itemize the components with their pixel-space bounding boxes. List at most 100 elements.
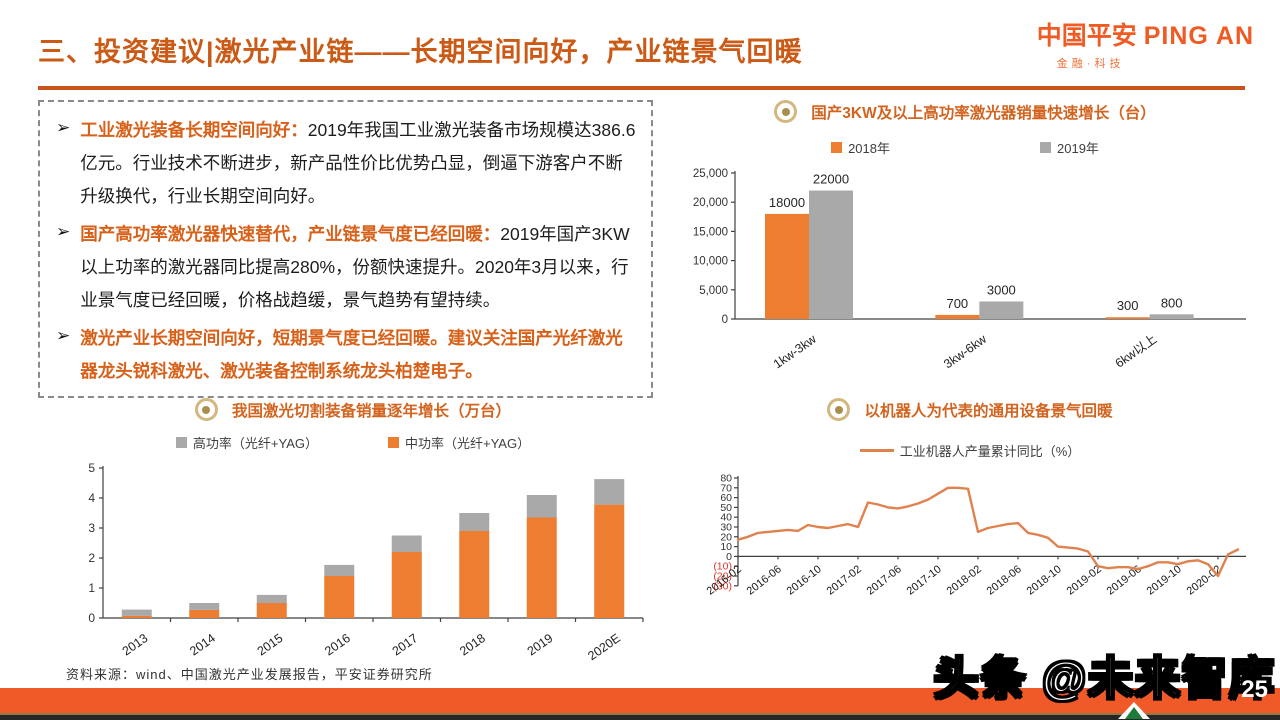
svg-text:2: 2	[88, 551, 95, 565]
bullet-3-lead: 激光产业长期空间向好，短期景气度已经回暖。建议关注国产光纤激光器龙头锐科激光、激…	[80, 328, 623, 381]
svg-text:2016: 2016	[322, 631, 353, 658]
svg-text:20: 20	[720, 531, 732, 543]
legend-swatch-orange	[831, 142, 843, 153]
svg-text:2016-06: 2016-06	[745, 563, 784, 597]
chart-cutting-equipment: 我国激光切割装备销量逐年增长（万台） 高功率（光纤+YAG） 中功率（光纤+YA…	[58, 398, 648, 670]
arrow-bullet-icon: ➢	[56, 222, 71, 241]
svg-text:2018-10: 2018-10	[1025, 563, 1064, 597]
chart2-legend: 高功率（光纤+YAG） 中功率（光纤+YAG）	[58, 433, 648, 452]
svg-text:80: 80	[720, 473, 732, 485]
svg-text:22000: 22000	[813, 172, 849, 187]
arrow-bullet-icon: ➢	[56, 326, 71, 345]
bullet-2: ➢ 国产高功率激光器快速替代，产业链景气度已经回暖：2019年国产3KW以上功率…	[50, 218, 637, 317]
chart-power-laser-sales: 国产3KW及以上高功率激光器销量快速增长（台） 2018年 2019年 0 5,0…	[680, 100, 1250, 375]
legend-2018: 2018年	[831, 138, 890, 157]
svg-text:4: 4	[88, 491, 95, 505]
svg-text:300: 300	[1117, 298, 1139, 313]
legend-swatch-gray	[175, 437, 187, 448]
svg-text:0: 0	[88, 611, 95, 625]
svg-text:3000: 3000	[987, 282, 1016, 297]
svg-text:3: 3	[88, 521, 95, 535]
svg-text:5,000: 5,000	[699, 285, 728, 297]
svg-text:2016-10: 2016-10	[785, 563, 824, 597]
svg-text:(20): (20)	[713, 571, 732, 583]
svg-text:2017-10: 2017-10	[905, 563, 944, 597]
arrow-bullet-icon: ➢	[56, 118, 71, 137]
bullet-1: ➢ 工业激光装备长期空间向好：2019年我国工业激光装备市场规模达386.6亿元…	[50, 114, 637, 213]
svg-text:(10): (10)	[713, 561, 732, 573]
chart3-legend: 工业机器人产量累计同比（%）	[690, 441, 1250, 460]
bullet-2-body: 2019年国产3KW以上功率的激光器同比提高280%，份额快速提升。2020年3…	[80, 224, 630, 310]
bullet-1-text: 工业激光装备长期空间向好：2019年我国工业激光装备市场规模达386.6亿元。行…	[80, 114, 637, 213]
svg-text:700: 700	[946, 296, 968, 311]
page-title: 三、投资建议|激光产业链——长期空间向好，产业链景气回暖	[38, 37, 803, 67]
watermark: 头条 @未来智库	[933, 652, 1276, 705]
source-note: 资料来源：wind、中国激光产业发展报告，平安证券研究所	[66, 667, 433, 682]
legend-swatch-gray	[1040, 142, 1051, 153]
chart2-title-row: 我国激光切割装备销量逐年增长（万台）	[58, 398, 648, 421]
bullet-1-lead: 工业激光装备长期空间向好：	[80, 120, 308, 140]
mountain-logo-icon	[1118, 702, 1150, 719]
footer-orange-band	[0, 688, 1280, 713]
chart1-plot: 0 5,000 10,000 15,000 20,000 25,000 18000 22000…	[693, 168, 1246, 371]
chart1-title: 国产3KW及以上高功率激光器销量快速增长（台）	[811, 104, 1156, 122]
bullet-2-lead: 国产高功率激光器快速替代，产业链景气度已经回暖：	[80, 224, 501, 244]
logo-en: PING AN	[1143, 22, 1254, 50]
svg-text:(30): (30)	[713, 580, 732, 592]
bullet-1-body: 2019年我国工业激光装备市场规模达386.6亿元。行业技术不断进步，新产品性价…	[80, 120, 636, 206]
logo-subtitle: 金融·科技	[1056, 58, 1125, 70]
svg-text:18000: 18000	[769, 195, 805, 210]
svg-text:70: 70	[720, 482, 732, 494]
pingan-logo-text: 中国平安 PING AN	[1037, 16, 1254, 52]
svg-text:2017: 2017	[390, 631, 421, 658]
bullet-3-text: 激光产业长期空间向好，短期景气度已经回暖。建议关注国产光纤激光器龙头锐科激光、激…	[80, 322, 637, 388]
chart2-plot: 0 1 2 3 4 5 2013 2014 2015 2016 2017 2018 2019 2020E	[88, 461, 644, 663]
svg-text:6kw以上: 6kw以上	[1113, 332, 1160, 371]
legend-mid-power: 中功率（光纤+YAG）	[388, 433, 530, 452]
chart1-legend: 2018年 2019年	[680, 138, 1250, 157]
svg-text:20,000: 20,000	[693, 197, 728, 209]
svg-text:2019-02: 2019-02	[1065, 563, 1104, 597]
svg-text:50: 50	[720, 502, 732, 514]
page-number: 25	[1241, 676, 1268, 703]
footer-dark-band	[0, 715, 1280, 720]
title-underline	[38, 86, 1245, 90]
svg-text:2020E: 2020E	[585, 631, 623, 663]
bullseye-icon	[774, 100, 798, 123]
bullseye-icon	[827, 398, 851, 421]
svg-text:2019: 2019	[525, 631, 556, 658]
legend-robot-line: 工业机器人产量累计同比（%）	[859, 441, 1080, 460]
svg-text:0: 0	[726, 551, 732, 563]
svg-text:40: 40	[720, 512, 732, 524]
svg-text:2018-06: 2018-06	[985, 563, 1024, 597]
svg-text:10,000: 10,000	[693, 256, 728, 268]
svg-text:2018: 2018	[457, 631, 488, 658]
svg-text:1: 1	[88, 581, 95, 595]
svg-text:2013: 2013	[120, 631, 151, 658]
svg-text:60: 60	[720, 492, 732, 504]
svg-text:2015: 2015	[255, 631, 286, 658]
chart1-title-row: 国产3KW及以上高功率激光器销量快速增长（台）	[680, 100, 1250, 123]
svg-text:2017-06: 2017-06	[865, 563, 904, 597]
chart3-title: 以机器人为代表的通用设备景气回暖	[864, 402, 1113, 420]
svg-text:2017-02: 2017-02	[825, 563, 864, 597]
legend-line-swatch	[859, 449, 894, 452]
pingan-logo: 中国平安 PING AN 金融·科技	[1037, 16, 1254, 71]
footer-bar	[0, 688, 1280, 720]
svg-text:15,000: 15,000	[693, 226, 728, 238]
bullseye-icon	[194, 398, 218, 421]
svg-text:2018-02: 2018-02	[945, 563, 984, 597]
svg-text:2019-10: 2019-10	[1145, 563, 1184, 597]
legend-swatch-orange	[388, 437, 399, 448]
chart2-title: 我国激光切割装备销量逐年增长（万台）	[231, 402, 511, 420]
chart-robot-yoy: 以机器人为代表的通用设备景气回暖 工业机器人产量累计同比（%） 80 70 60 50…	[690, 398, 1250, 622]
chart3-title-row: 以机器人为代表的通用设备景气回暖	[690, 398, 1250, 421]
svg-text:1kw-3kw: 1kw-3kw	[771, 331, 820, 371]
footer-divider-line	[0, 713, 1280, 715]
legend-2019: 2019年	[1040, 138, 1099, 157]
logo-cn: 中国平安	[1036, 22, 1137, 50]
bullet-2-text: 国产高功率激光器快速替代，产业链景气度已经回暖：2019年国产3KW以上功率的激…	[80, 218, 637, 317]
svg-text:25,000: 25,000	[693, 168, 728, 180]
